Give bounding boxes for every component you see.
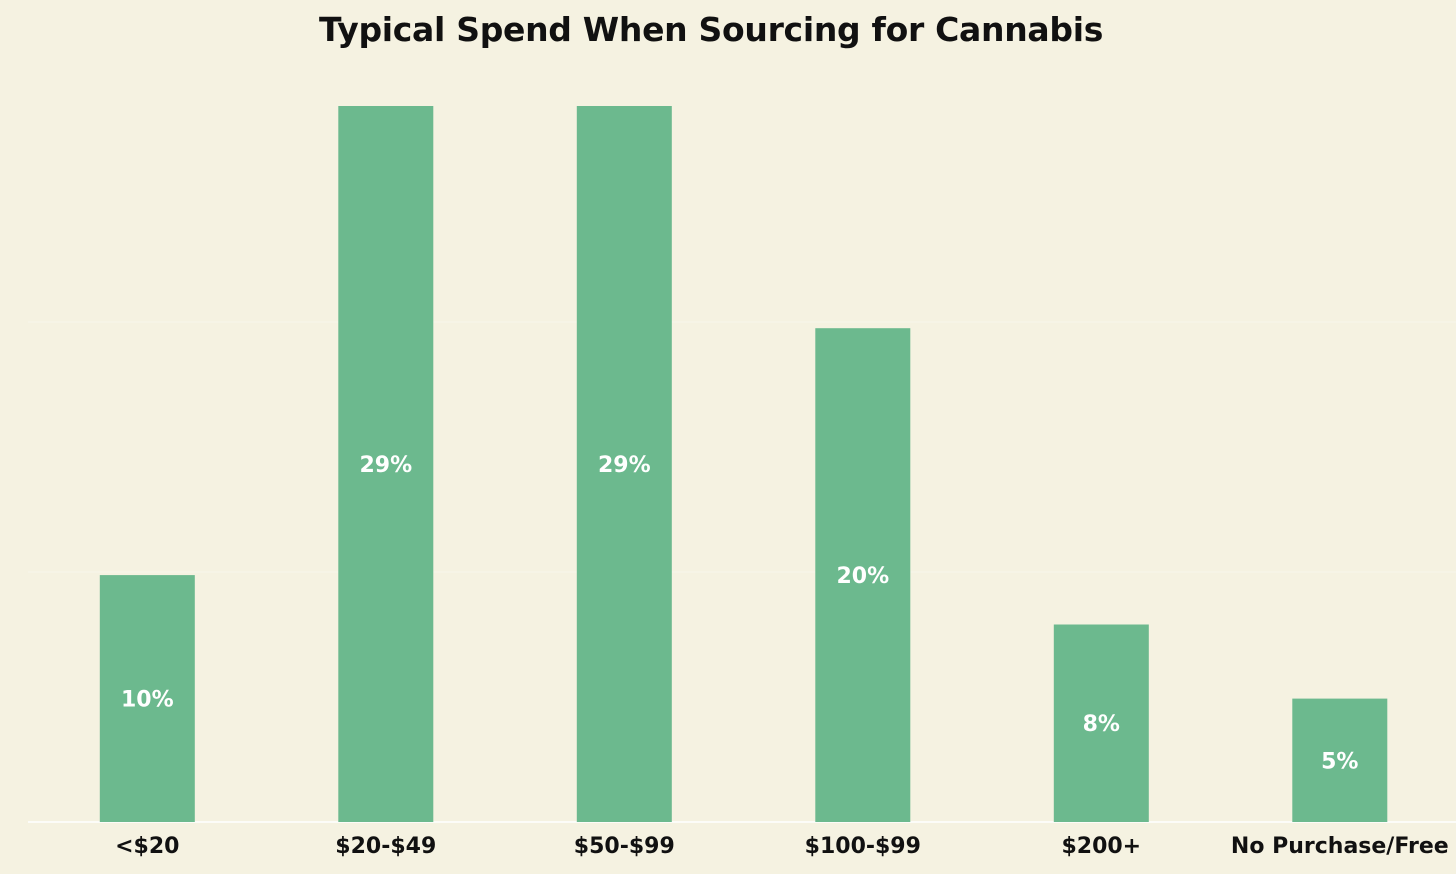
x-tick-label-1: $20-$49 [335,834,436,859]
chart-title: Typical Spend When Sourcing for Cannabis [318,10,1104,49]
x-tick-label-2: $50-$99 [574,834,675,859]
x-tick-label-0: <$20 [115,834,179,859]
x-tick-labels-group: <$20 $20-$49 $50-$99 $100-$99 $200+ No Purcha… [115,834,1449,859]
bar-4 [1053,624,1149,822]
bar-2 [576,106,672,822]
x-tick-label-5: No Purchase/Free [1231,834,1449,859]
bar-value-label-5: 5% [1321,749,1358,774]
bar-1 [338,106,434,822]
value-labels-group: 10% 29% 29% 20% 8% 5% [121,453,1359,774]
bars-group [99,106,1388,822]
bar-value-label-1: 29% [359,453,412,478]
bar-5 [1292,698,1388,822]
bar-value-label-4: 8% [1083,712,1120,737]
x-tick-label-4: $200+ [1061,834,1141,859]
x-tick-label-3: $100-$99 [805,834,921,859]
bar-0 [99,575,195,822]
bar-value-label-0: 10% [121,688,174,713]
bar-3 [815,328,911,822]
bar-value-label-3: 20% [836,564,889,589]
bar-value-label-2: 29% [598,453,651,478]
gridlines [28,321,1456,823]
